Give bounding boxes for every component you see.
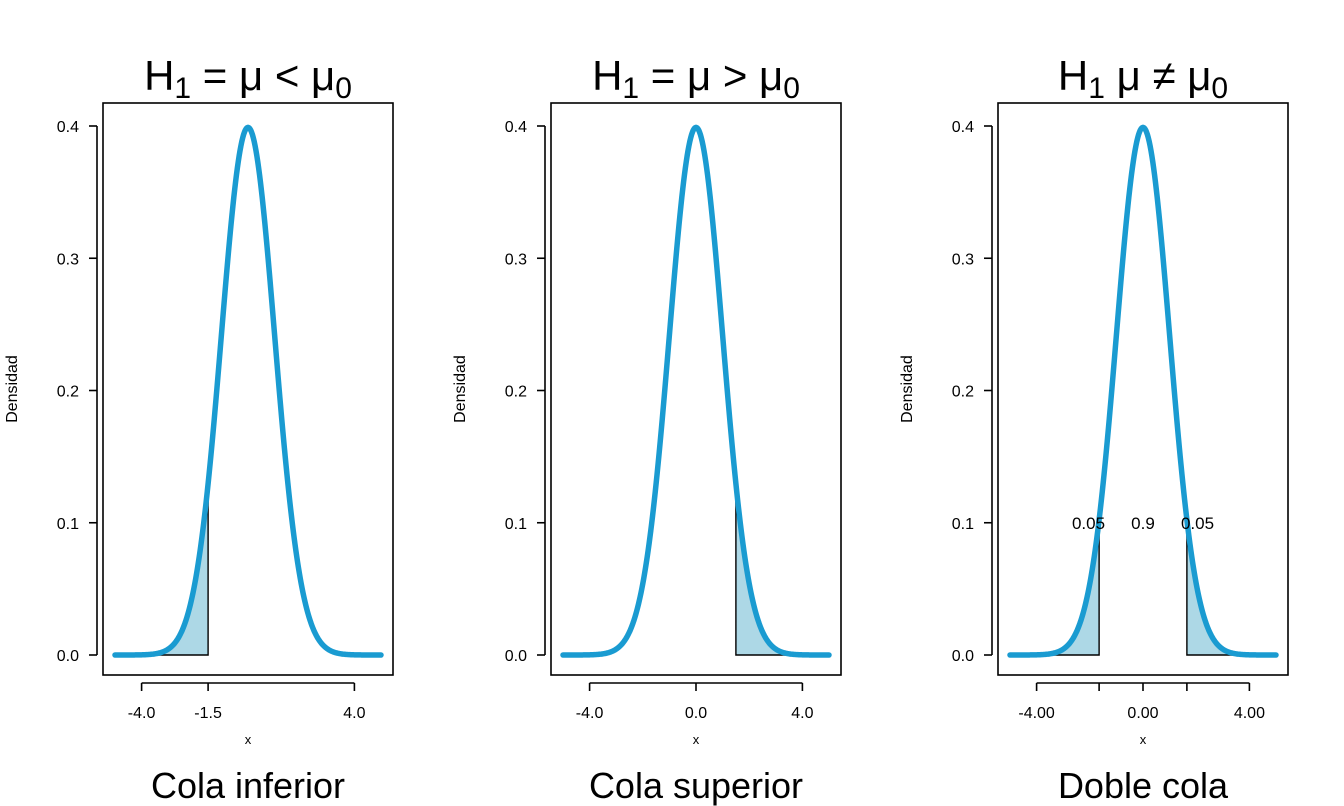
y-tick-label: 0.0 bbox=[505, 648, 527, 665]
shaded-tail-1 bbox=[735, 483, 829, 656]
y-tick-label: 0.0 bbox=[57, 648, 79, 665]
density-curve bbox=[560, 124, 832, 658]
x-tick-label: 0.00 bbox=[1127, 705, 1158, 722]
shaded-tail-2 bbox=[1186, 519, 1276, 656]
y-tick-label: 0.3 bbox=[952, 251, 974, 268]
probability-annotation: 0.9 bbox=[1131, 514, 1155, 533]
panel-title: H1 = μ < μ0 bbox=[144, 52, 352, 105]
x-tick-label: 4.0 bbox=[791, 705, 813, 722]
density-curve bbox=[1007, 124, 1279, 658]
y-tick-label: 0.3 bbox=[57, 251, 79, 268]
x-tick-label: 0.0 bbox=[685, 705, 707, 722]
panel-2: 0.0 0.1 0.2 0.3 0.4 Densidad -4.0 0.0 4.0 x Cola s… bbox=[452, 52, 842, 806]
plot-frame bbox=[997, 102, 1289, 676]
probability-annotation: 0.05 bbox=[1072, 514, 1105, 533]
y-tick-label: 0.4 bbox=[505, 119, 527, 136]
y-tick-label: 0.2 bbox=[952, 384, 974, 401]
panel-1: 0.0 0.1 0.2 0.3 0.4 Densidad -4.0 -1.5 4.0 x Cola … bbox=[4, 52, 394, 806]
x-tick-label: -1.5 bbox=[194, 705, 222, 722]
y-axis-label: Densidad bbox=[899, 355, 916, 423]
y-axis-label: Densidad bbox=[4, 355, 21, 423]
x-tick-label: -4.0 bbox=[576, 705, 604, 722]
y-tick-label: 0.1 bbox=[952, 516, 974, 533]
x-tick-label: -4.00 bbox=[1018, 705, 1055, 722]
x-tick-label: -4.0 bbox=[128, 705, 156, 722]
panel-title: H1 = μ > μ0 bbox=[592, 52, 800, 105]
panel-3: 0.0 0.1 0.2 0.3 0.4 Densidad -4.00 0.00 4.00 x Dob… bbox=[899, 52, 1289, 806]
y-tick-label: 0.2 bbox=[57, 384, 79, 401]
density-curve bbox=[112, 124, 384, 658]
x-tick-label: 4.00 bbox=[1234, 705, 1265, 722]
plot-frame bbox=[102, 102, 394, 676]
panel-subtitle: Cola inferior bbox=[151, 765, 345, 806]
panels-group: 0.0 0.1 0.2 0.3 0.4 Densidad -4.0 -1.5 4.0 x Cola … bbox=[4, 52, 1289, 806]
y-tick-label: 0.2 bbox=[505, 384, 527, 401]
y-tick-label: 0.4 bbox=[952, 119, 974, 136]
y-tick-label: 0.4 bbox=[57, 119, 79, 136]
plot-frame bbox=[550, 102, 842, 676]
x-axis-label: x bbox=[245, 732, 252, 747]
probability-annotation: 0.05 bbox=[1181, 514, 1214, 533]
y-tick-label: 0.0 bbox=[952, 648, 974, 665]
shaded-tail-1 bbox=[115, 483, 209, 656]
x-axis-label: x bbox=[1140, 732, 1147, 747]
panel-subtitle: Doble cola bbox=[1058, 765, 1229, 806]
panel-subtitle: Cola superior bbox=[589, 765, 803, 806]
y-tick-label: 0.3 bbox=[505, 251, 527, 268]
x-tick-label: 4.0 bbox=[343, 705, 365, 722]
y-axis-label: Densidad bbox=[452, 355, 469, 423]
shaded-tail-1 bbox=[1010, 519, 1100, 656]
x-axis-label: x bbox=[693, 732, 700, 747]
y-tick-label: 0.1 bbox=[505, 516, 527, 533]
panel-title: H1 μ ≠ μ0 bbox=[1058, 52, 1228, 105]
y-tick-label: 0.1 bbox=[57, 516, 79, 533]
